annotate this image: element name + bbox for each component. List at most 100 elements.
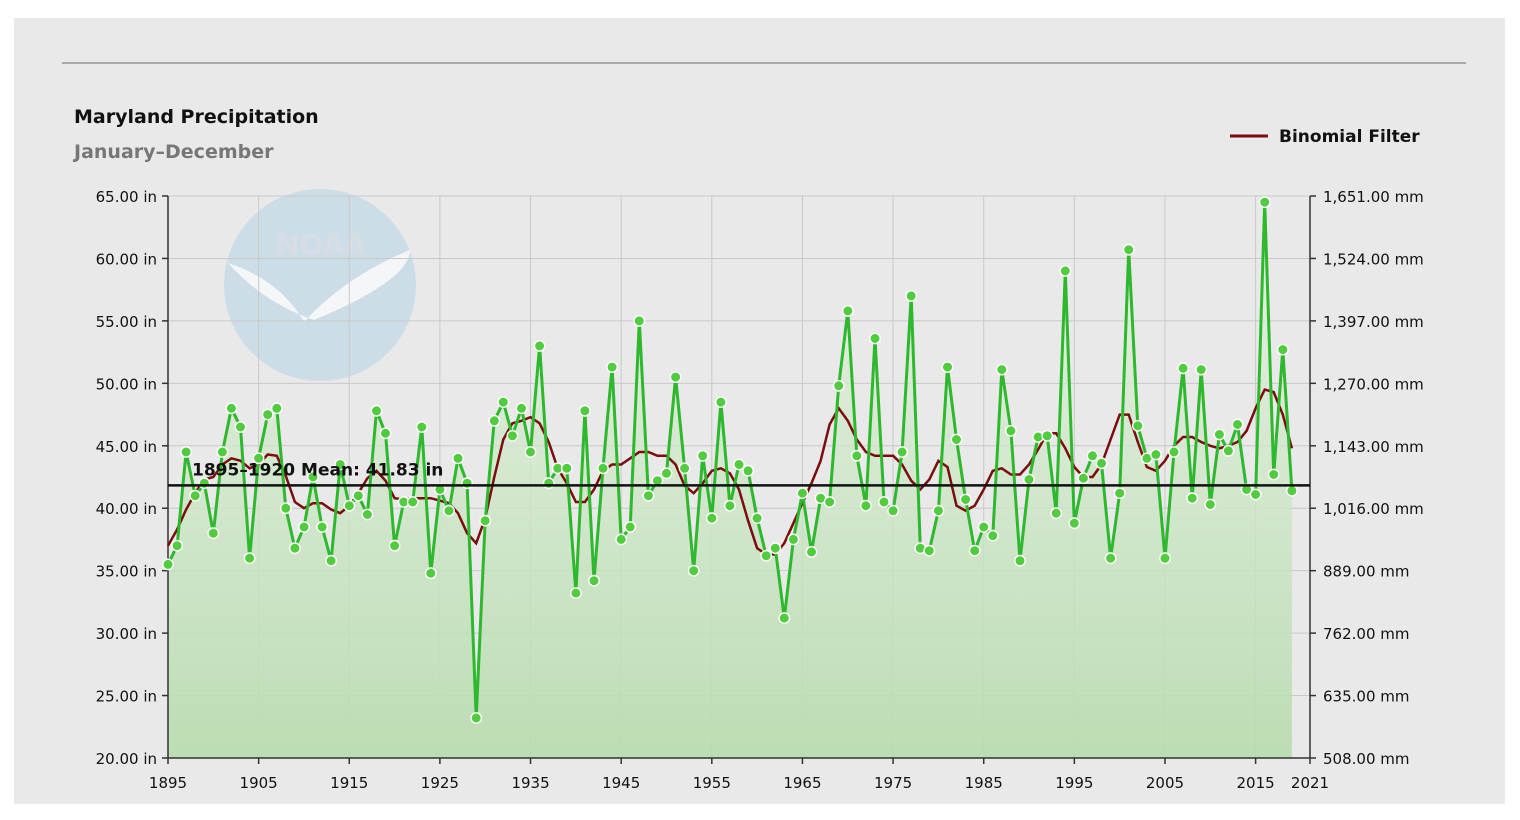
data-point[interactable] (1186, 492, 1199, 505)
data-point[interactable] (1213, 428, 1226, 441)
data-point[interactable] (560, 462, 573, 475)
data-point[interactable] (1131, 419, 1144, 432)
data-point[interactable] (479, 514, 492, 527)
data-point[interactable] (869, 332, 881, 345)
data-point[interactable] (542, 477, 555, 490)
data-point[interactable] (1023, 473, 1035, 486)
data-point[interactable] (1222, 444, 1235, 457)
data-point[interactable] (171, 539, 184, 552)
data-point[interactable] (995, 363, 1008, 376)
legend[interactable]: Binomial Filter (1230, 127, 1420, 147)
data-point[interactable] (905, 289, 918, 302)
data-point[interactable] (932, 504, 945, 517)
data-point[interactable] (588, 574, 600, 587)
data-point[interactable] (1204, 498, 1217, 511)
data-point[interactable] (678, 462, 691, 475)
data-point[interactable] (986, 529, 999, 542)
data-point[interactable] (1286, 484, 1298, 497)
data-point[interactable] (1005, 424, 1017, 437)
data-point[interactable] (415, 421, 428, 433)
data-point[interactable] (1122, 243, 1135, 256)
data-point[interactable] (452, 452, 464, 465)
data-point[interactable] (379, 427, 392, 440)
data-point[interactable] (579, 404, 591, 417)
data-point[interactable] (832, 379, 845, 392)
data-point[interactable] (234, 421, 247, 433)
data-point[interactable] (443, 504, 455, 517)
data-point[interactable] (742, 464, 754, 477)
data-point[interactable] (669, 371, 682, 383)
data-point[interactable] (189, 489, 202, 502)
data-point[interactable] (470, 712, 483, 724)
data-point[interactable] (1077, 472, 1090, 485)
data-point[interactable] (796, 487, 809, 500)
data-point[interactable] (968, 544, 981, 557)
data-point[interactable] (1068, 517, 1081, 530)
data-point[interactable] (896, 446, 908, 458)
data-point[interactable] (633, 314, 646, 327)
data-point[interactable] (424, 567, 437, 580)
data-point[interactable] (1050, 507, 1063, 520)
data-point[interactable] (887, 504, 899, 517)
data-point[interactable] (243, 552, 256, 565)
data-point[interactable] (778, 612, 791, 624)
data-point[interactable] (1095, 457, 1108, 470)
data-point[interactable] (1041, 429, 1054, 442)
data-point[interactable] (850, 449, 863, 462)
data-point[interactable] (715, 396, 727, 408)
data-point[interactable] (950, 433, 963, 446)
data-point[interactable] (524, 446, 537, 458)
data-point[interactable] (515, 402, 528, 415)
data-point[interactable] (461, 477, 473, 490)
data-point[interactable] (325, 554, 337, 567)
data-point[interactable] (823, 496, 836, 508)
data-point[interactable] (805, 546, 818, 558)
data-point[interactable] (533, 339, 546, 352)
data-point[interactable] (606, 361, 618, 373)
data-point[interactable] (1059, 264, 1072, 277)
data-point[interactable] (298, 521, 310, 533)
data-point[interactable] (288, 542, 301, 555)
data-point[interactable] (1104, 552, 1117, 565)
data-point[interactable] (1014, 554, 1026, 567)
data-point[interactable] (1113, 487, 1126, 500)
data-point[interactable] (733, 458, 745, 471)
data-point[interactable] (977, 521, 990, 533)
data-point[interactable] (787, 533, 800, 546)
data-point[interactable] (642, 489, 655, 502)
data-point[interactable] (352, 489, 365, 502)
data-point[interactable] (334, 458, 347, 471)
data-point[interactable] (316, 521, 328, 533)
data-point[interactable] (1258, 196, 1271, 209)
data-point[interactable] (343, 499, 356, 512)
data-point[interactable] (261, 408, 274, 421)
data-point[interactable] (687, 564, 700, 577)
data-point[interactable] (252, 452, 265, 465)
data-point[interactable] (724, 499, 736, 512)
data-point[interactable] (570, 587, 582, 599)
data-point[interactable] (270, 402, 283, 415)
data-point[interactable] (506, 429, 519, 442)
data-point[interactable] (760, 549, 773, 562)
data-point[interactable] (279, 502, 292, 515)
data-point[interactable] (705, 512, 718, 525)
data-point[interactable] (361, 508, 374, 521)
data-point[interactable] (660, 467, 673, 480)
data-point[interactable] (1168, 446, 1180, 458)
data-point[interactable] (180, 446, 193, 458)
data-point[interactable] (216, 446, 229, 458)
data-point[interactable] (497, 396, 510, 408)
data-point[interactable] (1231, 418, 1244, 431)
data-point[interactable] (1195, 363, 1208, 376)
data-point[interactable] (1086, 449, 1099, 462)
data-point[interactable] (406, 496, 419, 508)
data-point[interactable] (207, 527, 220, 540)
data-point[interactable] (488, 414, 501, 427)
data-point[interactable] (388, 539, 401, 552)
data-point[interactable] (370, 404, 383, 417)
data-point[interactable] (959, 493, 972, 506)
data-point[interactable] (624, 521, 637, 533)
data-point[interactable] (615, 533, 628, 546)
data-point[interactable] (923, 544, 936, 557)
data-point[interactable] (841, 304, 854, 317)
